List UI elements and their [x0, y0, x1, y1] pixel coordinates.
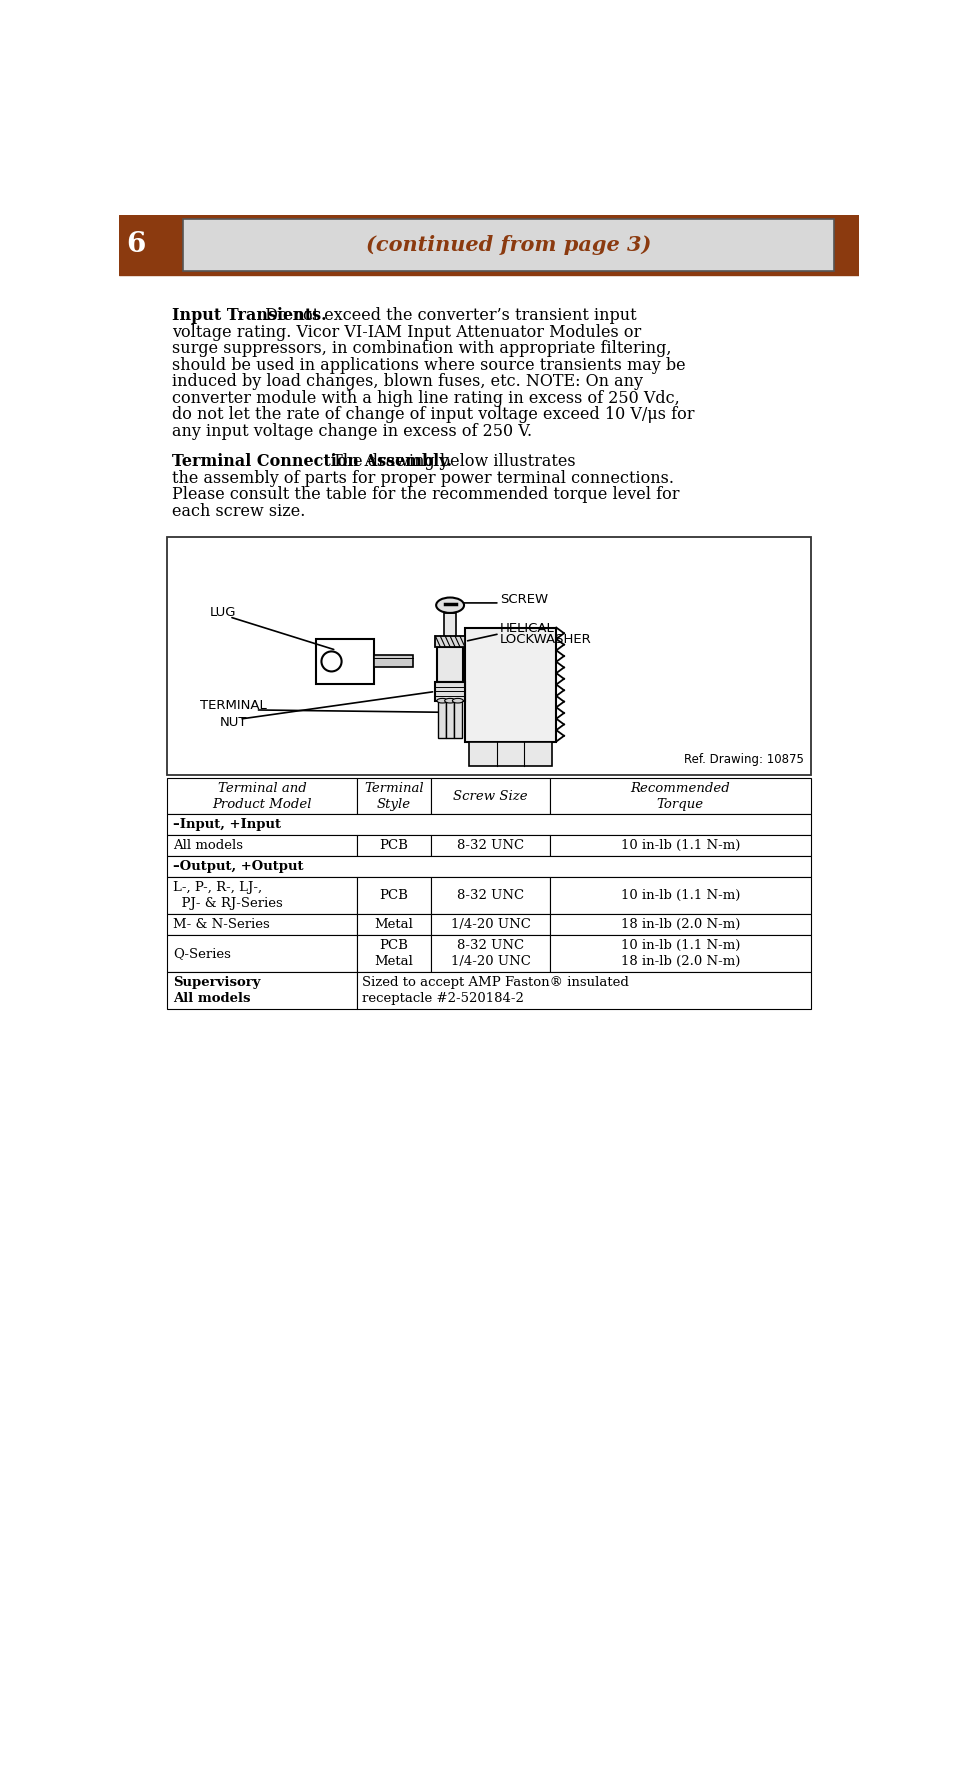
Bar	[356, 834, 431, 857]
Text: HELICAL: HELICAL	[499, 623, 554, 635]
Text: Do not exceed the converter’s transient input: Do not exceed the converter’s transient …	[259, 308, 636, 324]
Ellipse shape	[436, 698, 447, 703]
Text: (continued from page 3): (continued from page 3)	[365, 234, 650, 254]
Text: 8-32 UNC: 8-32 UNC	[456, 839, 523, 852]
Text: TERMINAL: TERMINAL	[199, 699, 266, 712]
Text: 10 in-lb (1.1 N-m): 10 in-lb (1.1 N-m)	[620, 839, 740, 852]
Text: 10 in-lb (1.1 N-m)
18 in-lb (2.0 N-m): 10 in-lb (1.1 N-m) 18 in-lb (2.0 N-m)	[620, 939, 740, 968]
Text: Screw Size: Screw Size	[453, 789, 527, 803]
Text: –Output, +Output: –Output, +Output	[173, 861, 304, 873]
Text: Input Transients.: Input Transients.	[172, 308, 326, 324]
Bar	[550, 936, 810, 973]
Text: SCREW: SCREW	[499, 592, 547, 605]
Bar	[431, 877, 550, 914]
Text: voltage rating. Vicor VI-IAM Input Attenuator Modules or: voltage rating. Vicor VI-IAM Input Atten…	[172, 324, 640, 340]
Bar	[167, 973, 356, 1009]
Bar	[356, 877, 431, 914]
Text: The drawing below illustrates: The drawing below illustrates	[327, 453, 575, 471]
Bar	[454, 701, 461, 737]
Bar	[167, 778, 356, 814]
Bar	[374, 655, 413, 667]
Text: the assembly of parts for proper power terminal connections.: the assembly of parts for proper power t…	[172, 471, 673, 487]
Text: 8-32 UNC: 8-32 UNC	[456, 889, 523, 902]
Text: LUG: LUG	[210, 606, 236, 619]
Text: 1/4-20 UNC: 1/4-20 UNC	[450, 918, 530, 930]
Bar	[167, 857, 810, 877]
Text: PCB: PCB	[379, 839, 408, 852]
Bar	[446, 701, 454, 737]
Text: NUT: NUT	[220, 716, 247, 728]
Text: any input voltage change in excess of 250 V.: any input voltage change in excess of 25…	[172, 422, 532, 440]
Text: 8-32 UNC
1/4-20 UNC: 8-32 UNC 1/4-20 UNC	[450, 939, 530, 968]
Text: Terminal
Style: Terminal Style	[364, 782, 423, 810]
Text: Ref. Drawing: 10875: Ref. Drawing: 10875	[683, 753, 803, 766]
Circle shape	[321, 651, 341, 671]
Text: Please consult the table for the recommended torque level for: Please consult the table for the recomme…	[172, 487, 679, 503]
Bar	[167, 914, 356, 936]
Bar	[167, 834, 356, 857]
Bar	[315, 639, 374, 683]
Bar	[435, 682, 464, 701]
Text: Supervisory
All models: Supervisory All models	[173, 977, 261, 1005]
Bar	[464, 628, 556, 741]
Bar	[550, 877, 810, 914]
Text: surge suppressors, in combination with appropriate filtering,: surge suppressors, in combination with a…	[172, 340, 671, 358]
Bar	[356, 914, 431, 936]
Bar	[167, 936, 356, 973]
Text: LOCKWASHER: LOCKWASHER	[499, 633, 591, 646]
Text: Sized to accept AMP Faston® insulated
receptacle #2-520184-2: Sized to accept AMP Faston® insulated re…	[361, 977, 628, 1005]
Bar	[356, 973, 810, 1009]
Text: induced by load changes, blown fuses, etc. NOTE: On any: induced by load changes, blown fuses, et…	[172, 374, 642, 390]
Text: All models: All models	[173, 839, 243, 852]
Bar	[550, 914, 810, 936]
Bar	[431, 834, 550, 857]
Text: PCB: PCB	[379, 889, 408, 902]
Bar	[443, 614, 456, 646]
Bar	[435, 637, 464, 648]
Text: PCB
Metal: PCB Metal	[375, 939, 413, 968]
Text: L-, P-, R-, LJ-,
  PJ- & RJ-Series: L-, P-, R-, LJ-, PJ- & RJ-Series	[173, 880, 283, 911]
Bar	[436, 648, 463, 682]
Bar	[438, 701, 446, 737]
Text: M- & N-Series: M- & N-Series	[173, 918, 270, 930]
Text: Recommended
Torque: Recommended Torque	[630, 782, 729, 810]
Bar	[431, 936, 550, 973]
Text: Terminal and
Product Model: Terminal and Product Model	[213, 782, 312, 810]
Text: do not let the rate of change of input voltage exceed 10 V/μs for: do not let the rate of change of input v…	[172, 406, 694, 424]
Bar	[550, 778, 810, 814]
Bar	[550, 834, 810, 857]
Text: 18 in-lb (2.0 N-m): 18 in-lb (2.0 N-m)	[620, 918, 740, 930]
Text: –Input, +Input: –Input, +Input	[173, 818, 281, 830]
Bar	[431, 914, 550, 936]
Text: 10 in-lb (1.1 N-m): 10 in-lb (1.1 N-m)	[620, 889, 740, 902]
Bar	[431, 778, 550, 814]
Bar	[119, 215, 858, 276]
Bar	[167, 537, 810, 775]
Bar	[356, 778, 431, 814]
Bar	[167, 877, 356, 914]
Text: converter module with a high line rating in excess of 250 Vdc,: converter module with a high line rating…	[172, 390, 679, 406]
Text: should be used in applications where source transients may be: should be used in applications where sou…	[172, 356, 685, 374]
Bar	[167, 814, 810, 834]
Bar	[183, 218, 833, 270]
Text: Metal: Metal	[375, 918, 413, 930]
Bar	[356, 936, 431, 973]
Ellipse shape	[444, 698, 455, 703]
Text: Q-Series: Q-Series	[173, 948, 232, 961]
Ellipse shape	[436, 598, 463, 614]
Text: each screw size.: each screw size.	[172, 503, 305, 521]
Text: 6: 6	[127, 231, 146, 258]
Text: Terminal Connection Assembly.: Terminal Connection Assembly.	[172, 453, 452, 471]
Bar	[469, 741, 551, 766]
Ellipse shape	[452, 698, 463, 703]
